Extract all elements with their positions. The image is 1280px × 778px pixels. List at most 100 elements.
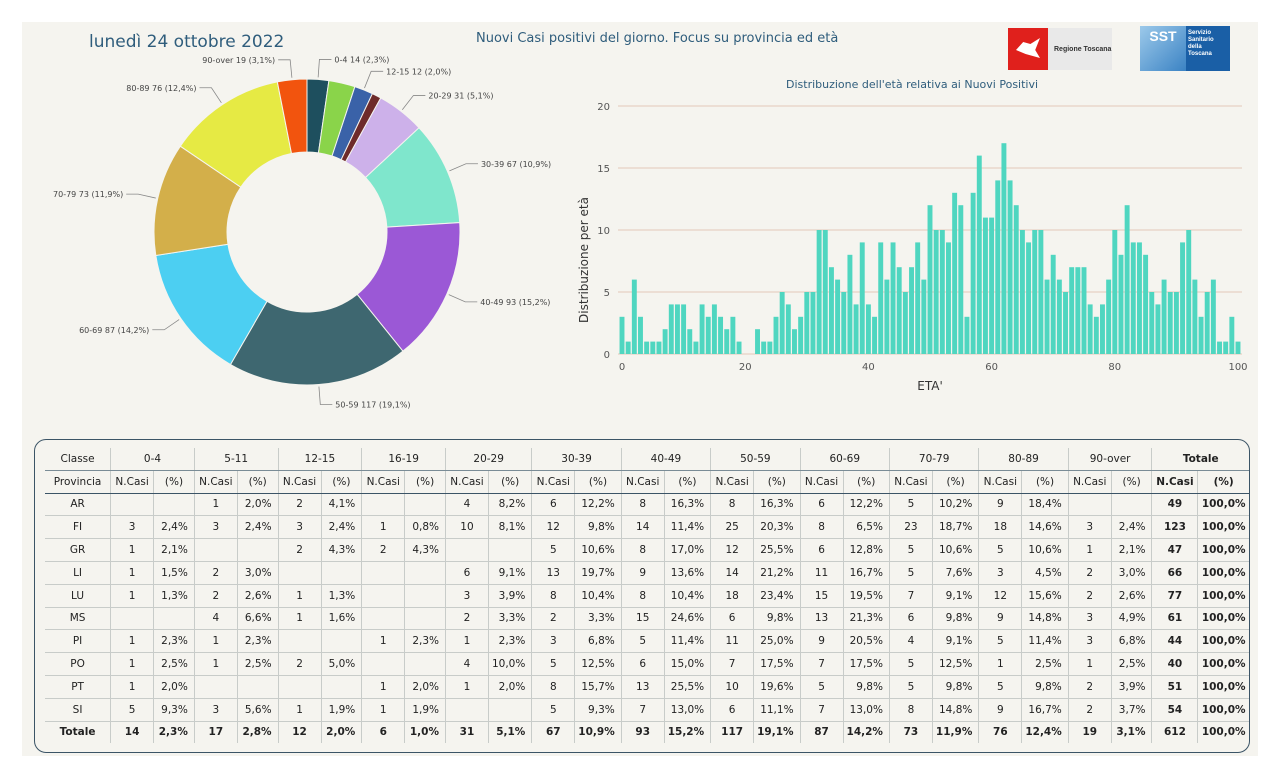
table-pct-cell: 2,3% — [153, 629, 195, 654]
histogram-bar — [1229, 316, 1235, 354]
table-total-pct-cell: 100,0% — [1197, 584, 1249, 608]
table-age-group-header: 60-69 — [799, 448, 890, 471]
table-ncasi-cell: 5 — [978, 538, 1022, 562]
table-pct-cell: 10,6% — [1021, 538, 1069, 562]
histogram-bar — [1149, 292, 1155, 354]
table-ncasi-cell: 8 — [531, 584, 575, 608]
table-ncasi-cell: 6 — [710, 607, 754, 631]
histogram-bar — [847, 254, 853, 354]
histogram-bar — [718, 316, 724, 354]
table-ncasi-cell: 1 — [193, 493, 238, 517]
histogram-bar — [927, 205, 933, 354]
table-ncasi-cell: 3 — [1067, 629, 1112, 654]
table-total-ncasi-cell: 44 — [1151, 629, 1198, 654]
donut-slice-label: 90-over 19 (3,1%) — [202, 56, 275, 65]
table-pct-cell: 13,0% — [842, 698, 890, 722]
table-ncasi-cell: 2 — [1067, 698, 1112, 722]
table-ncasi-cell: 67 — [531, 720, 575, 744]
histogram-bar — [693, 341, 699, 354]
table-pct-cell: 5,1% — [487, 720, 532, 744]
table-ncasi-header: N.Casi — [799, 470, 844, 494]
table-pct-cell: 3,3% — [574, 607, 622, 631]
table-age-group-header: 0-4 — [110, 448, 195, 471]
table-total-ncasi-cell: 123 — [1151, 515, 1198, 540]
table-ncasi-header: N.Casi — [110, 470, 154, 494]
histogram-bar — [1161, 279, 1167, 354]
table-pct-cell: 25,0% — [753, 629, 801, 654]
histogram-bar — [1118, 254, 1124, 354]
histogram-bar — [1019, 230, 1025, 354]
table-age-group-header: 5-11 — [193, 448, 279, 471]
histogram-bar — [1167, 292, 1173, 354]
table-ncasi-cell: 6 — [361, 720, 405, 744]
table-ncasi-cell: 14 — [620, 515, 665, 540]
table-ncasi-cell: 2 — [361, 538, 405, 562]
table-ncasi-cell — [361, 493, 405, 517]
age-class-donut-chart: 0-4 14 (2,3%) 12-15 12 (2,0%) 20-29 31 (5,… — [53, 55, 551, 409]
table-ncasi-cell: 1 — [110, 538, 154, 562]
table-total-ncasi-cell: 612 — [1151, 720, 1198, 744]
histogram-bar — [1069, 267, 1075, 354]
table-ncasi-cell: 13 — [531, 561, 575, 585]
table-pct-cell: 10,4% — [574, 584, 622, 608]
table-ncasi-cell: 6 — [445, 561, 489, 585]
table-pct-cell: 3,3% — [487, 607, 532, 631]
table-ncasi-cell: 1 — [361, 629, 405, 654]
table-pct-cell — [153, 607, 195, 631]
table-province-cell: MS — [45, 607, 111, 631]
histogram-bar — [1192, 279, 1198, 354]
table-pct-cell: 19,5% — [842, 584, 890, 608]
table-pct-cell: 2,0% — [153, 675, 195, 699]
table-pct-cell: 8,1% — [487, 515, 532, 540]
table-ncasi-cell: 1 — [978, 652, 1022, 676]
donut-slice-label: 30-39 67 (10,9%) — [481, 160, 551, 169]
histogram-bar — [1001, 143, 1007, 354]
table-ncasi-cell: 3 — [277, 515, 322, 540]
histogram-bar — [1100, 304, 1105, 354]
histogram-bar — [705, 316, 711, 354]
table-ncasi-cell — [277, 675, 322, 699]
table-pct-header: (%) — [487, 470, 532, 494]
table-group-header-row: Classe 0-4 5-11 12-15 16-19 20-29 30-39 40-49 50… — [45, 448, 1249, 471]
donut-slice — [229, 293, 404, 386]
table-ncasi-cell: 8 — [620, 538, 665, 562]
table-ncasi-cell: 5 — [888, 675, 933, 699]
table-ncasi-cell: 18 — [978, 515, 1022, 540]
table-pct-header: (%) — [153, 470, 195, 494]
table-ncasi-cell: 1 — [1067, 538, 1112, 562]
table-pct-cell: 2,8% — [236, 720, 279, 744]
table-pct-header: (%) — [663, 470, 711, 494]
table-pct-cell — [404, 652, 446, 676]
histogram-bar — [982, 217, 988, 354]
table-pct-cell: 6,8% — [574, 629, 622, 654]
histogram-bar — [1235, 341, 1241, 354]
sst-logo: SST Servizio Sanitario della Toscana — [1140, 26, 1230, 71]
histogram-bar — [804, 292, 810, 354]
table-ncasi-cell: 5 — [888, 538, 933, 562]
table-ncasi-header: N.Casi — [361, 470, 405, 494]
histogram-bar — [816, 230, 822, 354]
table-ncasi-cell: 2 — [277, 652, 322, 676]
table-age-group-header: 12-15 — [277, 448, 362, 471]
table-pct-cell: 20,3% — [753, 515, 801, 540]
histogram-bar — [644, 341, 650, 354]
table-ncasi-cell: 1 — [110, 584, 154, 608]
table-pct-cell: 9,1% — [487, 561, 532, 585]
table-pct-header: (%) — [404, 470, 446, 494]
table-pct-cell: 9,1% — [931, 584, 979, 608]
table-total-pct-header: (%) — [1197, 470, 1249, 494]
table-pct-cell: 6,5% — [842, 515, 890, 540]
table-pct-cell: 14,8% — [931, 698, 979, 722]
table-ncasi-cell — [277, 561, 322, 585]
histogram-bar — [1087, 304, 1093, 354]
table-pct-cell: 10,6% — [574, 538, 622, 562]
donut-leader-line — [317, 59, 332, 78]
histogram-bar — [1173, 292, 1179, 354]
table-pct-cell: 2,4% — [1110, 515, 1152, 540]
table-pct-cell: 15,7% — [574, 675, 622, 699]
histogram-bar — [884, 279, 890, 354]
donut-leader-line — [401, 95, 426, 111]
histogram-bar — [1075, 267, 1081, 354]
table-ncasi-cell — [445, 698, 489, 722]
table-ncasi-cell — [110, 607, 154, 631]
